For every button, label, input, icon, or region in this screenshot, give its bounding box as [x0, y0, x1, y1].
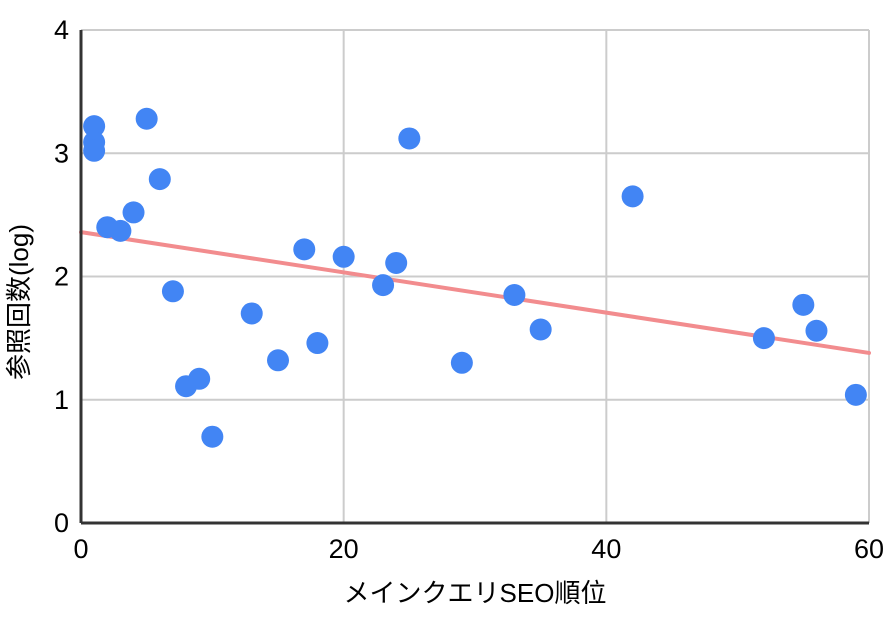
y-tick-label: 2	[54, 262, 69, 292]
data-point	[83, 115, 106, 138]
y-tick-label: 1	[54, 385, 69, 415]
x-tick-label: 60	[854, 534, 884, 564]
y-tick-label: 3	[54, 138, 69, 168]
data-point	[240, 302, 263, 325]
data-point	[752, 327, 775, 350]
y-tick-label: 4	[54, 15, 69, 45]
data-point	[332, 245, 355, 268]
data-point	[201, 425, 224, 448]
x-axis-title: メインクエリSEO順位	[344, 578, 607, 608]
data-point	[844, 383, 867, 406]
data-point	[529, 318, 552, 341]
x-tick-label: 0	[73, 534, 88, 564]
data-point	[372, 274, 395, 297]
data-point	[450, 351, 473, 374]
x-tick-label: 20	[329, 534, 359, 564]
data-point	[306, 332, 329, 355]
data-point	[135, 107, 158, 130]
data-point	[83, 139, 106, 162]
data-point	[398, 127, 421, 150]
data-point	[792, 293, 815, 316]
data-point	[188, 367, 211, 390]
data-point	[122, 201, 145, 224]
data-point	[385, 251, 408, 274]
data-point	[267, 349, 289, 372]
data-point	[109, 219, 132, 242]
data-point	[161, 280, 184, 303]
x-tick-label: 40	[591, 534, 621, 564]
y-axis-title: 参照回数(log)	[4, 224, 34, 380]
data-point	[503, 283, 526, 306]
trendline	[79, 230, 871, 355]
data-point	[805, 319, 828, 342]
data-point	[293, 238, 316, 261]
data-point	[148, 168, 171, 191]
y-tick-label: 0	[54, 508, 69, 538]
data-point	[621, 185, 644, 208]
